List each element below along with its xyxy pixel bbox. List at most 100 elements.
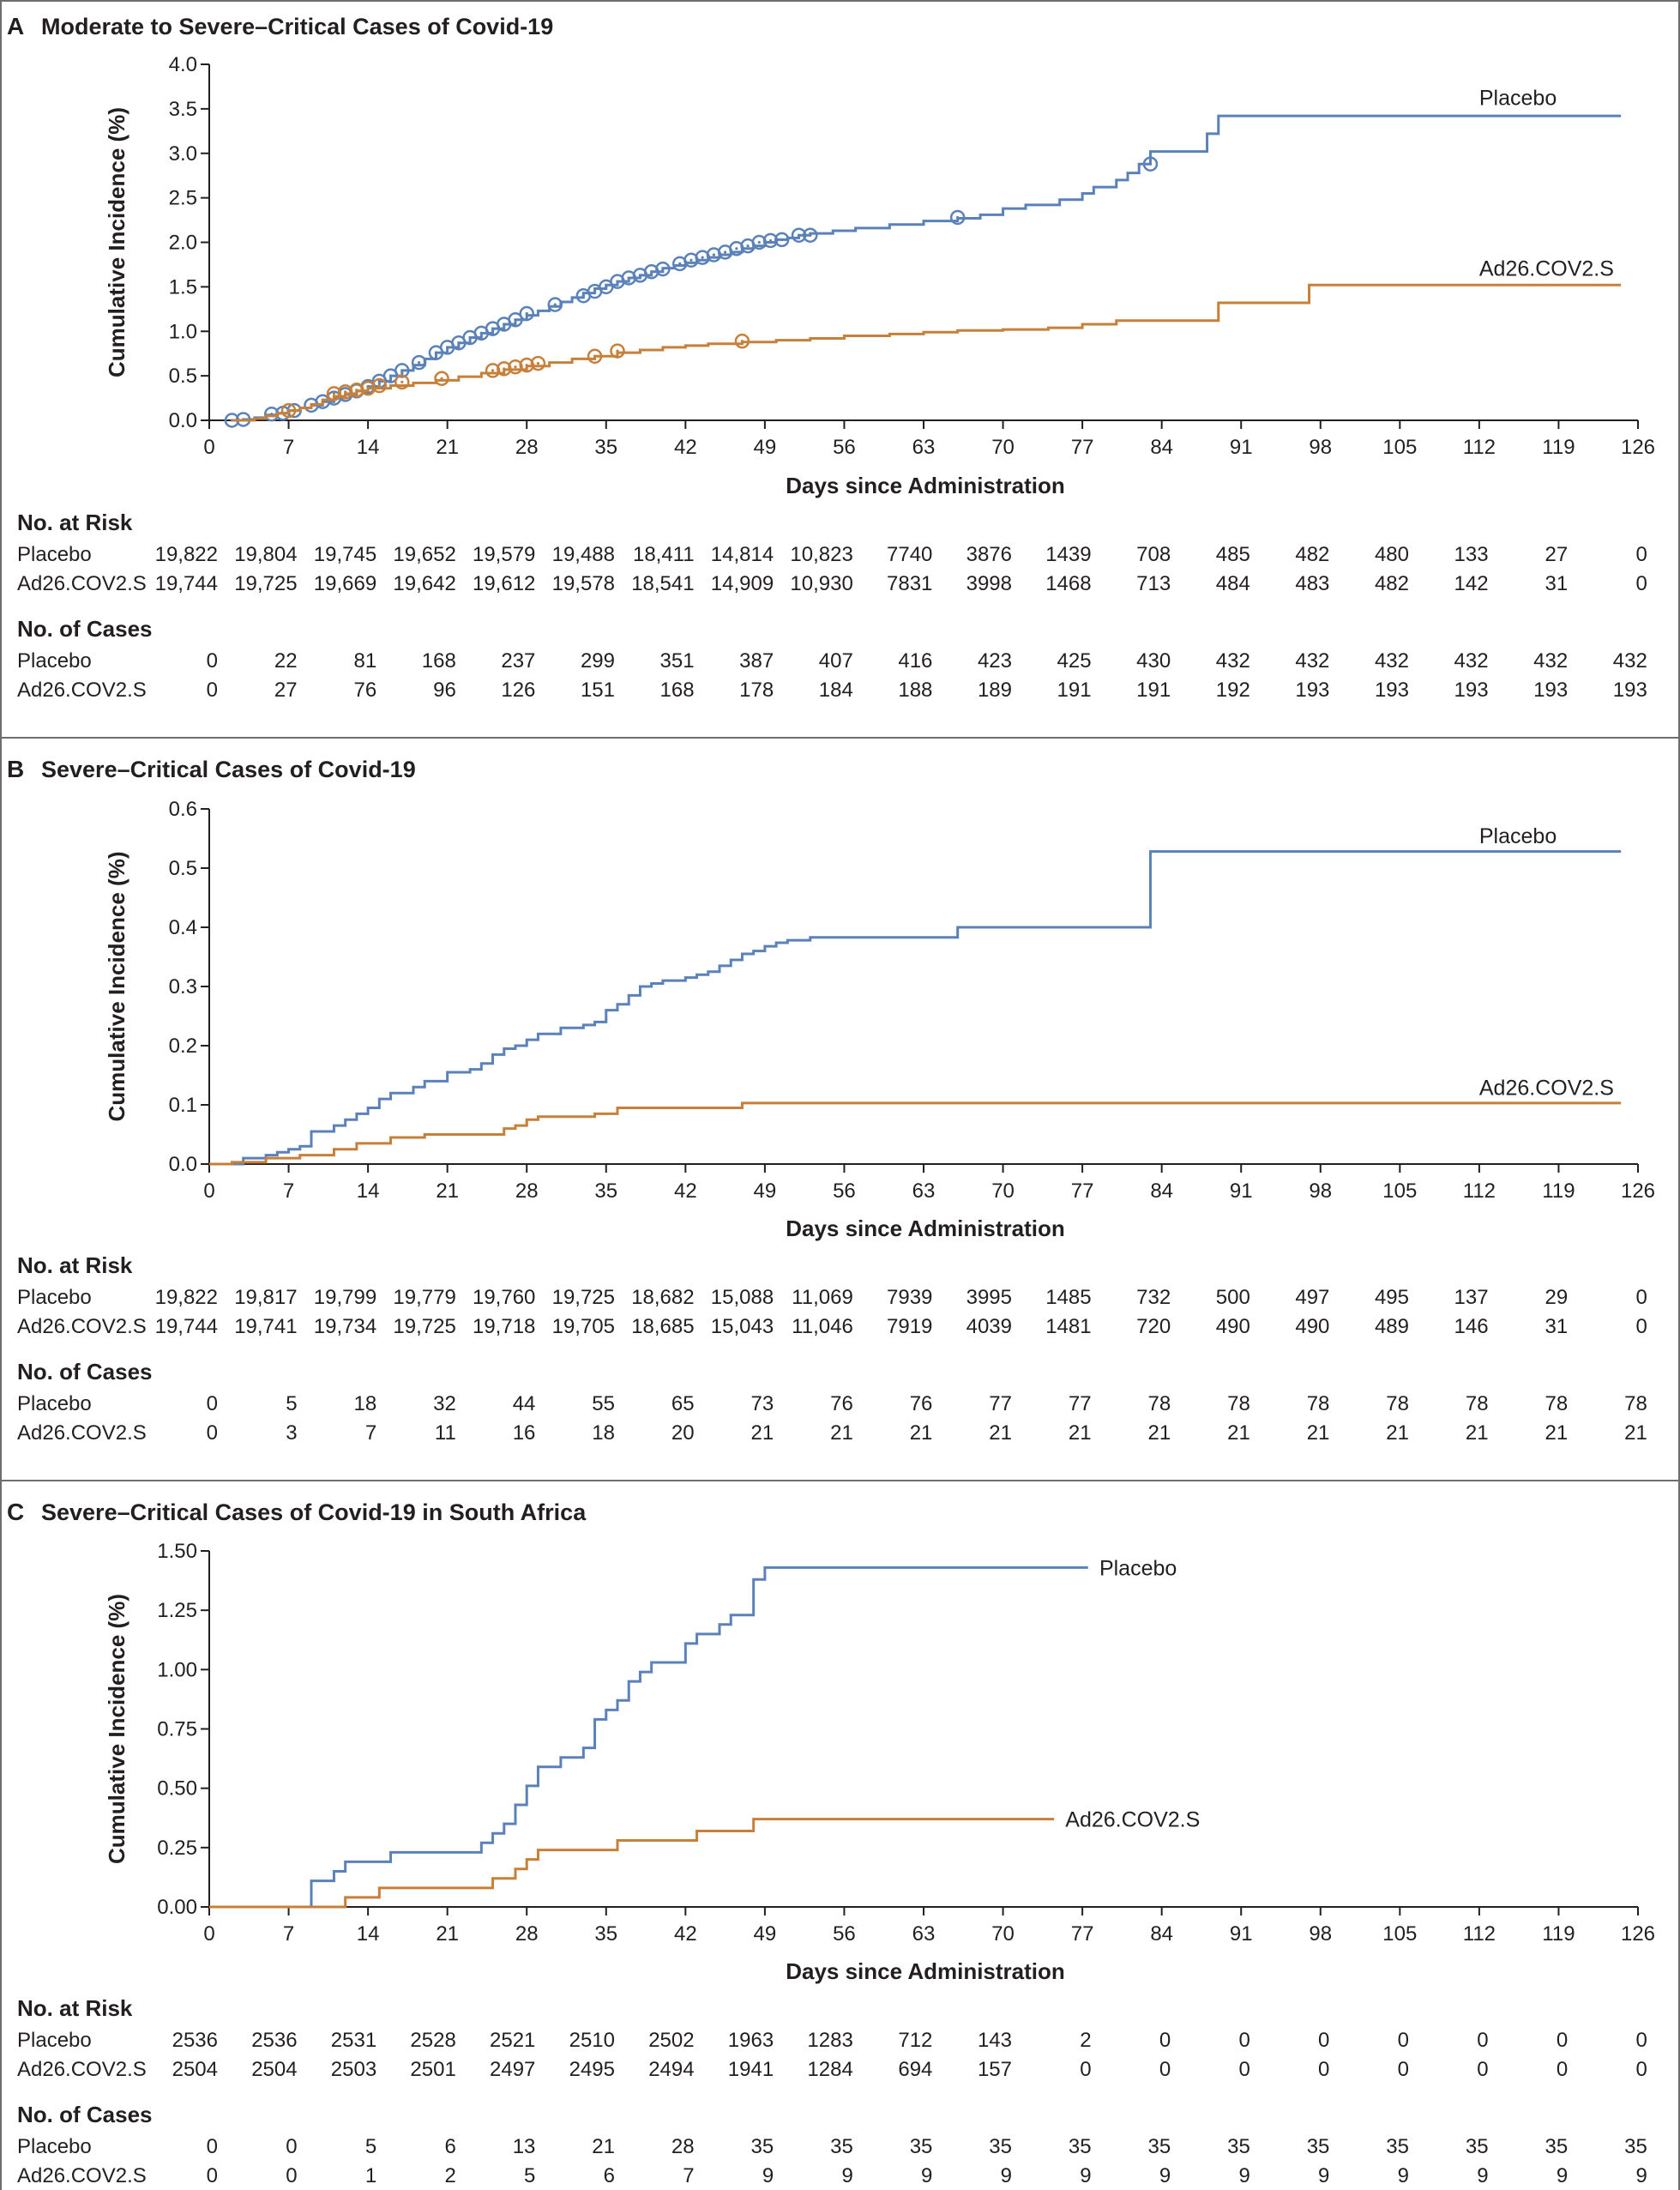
- censor-mark-dot: [701, 256, 704, 259]
- x-tick-label: 63: [912, 1179, 936, 1203]
- cases-placebo-cell: 6: [444, 2135, 455, 2158]
- vaccine-curve: [209, 1818, 1055, 1909]
- censor-mark-dot: [418, 360, 421, 365]
- cases-placebo-cell: 237: [501, 649, 535, 673]
- cases-vaccine-cell: 21: [1624, 1421, 1647, 1445]
- censor-mark-dot: [740, 340, 744, 343]
- cases-vaccine-cell: 9: [1238, 2164, 1249, 2187]
- cases-placebo-cell: 0: [207, 649, 218, 673]
- censor-mark-dot: [344, 390, 347, 394]
- cases-vaccine-cell: 1: [365, 2164, 376, 2187]
- risk-vaccine-cell: 0: [1238, 2058, 1249, 2081]
- cases-vaccine-cell: 193: [1613, 679, 1647, 702]
- risk-vaccine-cell: 490: [1295, 1315, 1329, 1338]
- cases-placebo-cell: 35: [1466, 2135, 1489, 2158]
- risk-row-label-placebo: Placebo: [17, 2029, 92, 2052]
- y-tick-label: 0.25: [157, 1837, 197, 1860]
- cases-placebo-cell: 78: [1545, 1392, 1568, 1415]
- cases-vaccine-cell: 21: [1545, 1421, 1568, 1445]
- censor-mark-dot: [553, 303, 557, 306]
- censor-mark-dot: [689, 258, 693, 262]
- x-tick-label: 28: [515, 1922, 539, 1946]
- risk-placebo-cell: 2531: [331, 2029, 376, 2052]
- cases-vaccine-cell: 9: [1398, 2164, 1409, 2187]
- x-tick-label: 14: [357, 436, 380, 459]
- cases-placebo-cell: 78: [1386, 1392, 1409, 1415]
- risk-vaccine-cell: 31: [1545, 572, 1568, 595]
- x-tick-label: 28: [515, 436, 539, 459]
- risk-vaccine-cell: 2504: [251, 2058, 297, 2081]
- cases-vaccine-cell: 5: [524, 2164, 535, 2187]
- cases-placebo-cell: 78: [1466, 1392, 1489, 1415]
- x-tick-label: 42: [674, 436, 697, 459]
- y-tick-label: 0.2: [169, 1035, 197, 1058]
- x-tick-label: 0: [203, 1179, 214, 1203]
- panel-c: C Severe–Critical Cases of Covid-19 in So…: [7, 1499, 1655, 2187]
- censor-mark: [762, 232, 779, 249]
- censor-mark-dot: [388, 374, 393, 377]
- cases-vaccine-cell: 193: [1375, 679, 1409, 702]
- y-tick-label: 0.0: [169, 409, 197, 432]
- cases-placebo-cell: 387: [739, 649, 774, 673]
- y-tick-label: 3.5: [169, 98, 197, 121]
- censor-mark-dot: [503, 367, 506, 371]
- x-tick-label: 119: [1542, 1179, 1575, 1203]
- risk-placebo-cell: 0: [1635, 1286, 1647, 1309]
- risk-placebo-cell: 15,088: [711, 1286, 774, 1309]
- censor-mark-dot: [797, 233, 801, 237]
- x-tick-label: 105: [1382, 1922, 1417, 1946]
- y-tick-label: 3.0: [169, 142, 197, 166]
- x-tick-label: 49: [754, 436, 777, 459]
- cases-placebo-cell: 425: [1057, 649, 1092, 673]
- cases-vaccine-cell: 168: [660, 679, 695, 702]
- risk-placebo-cell: 712: [898, 2029, 932, 2052]
- panel-title: Moderate to Severe–Critical Cases of Cov…: [41, 14, 553, 39]
- cases-vaccine-cell: 9: [841, 2164, 852, 2187]
- risk-vaccine-cell: 142: [1454, 572, 1489, 595]
- censor-mark-dot: [503, 323, 506, 326]
- cases-placebo-cell: 78: [1624, 1392, 1647, 1415]
- risk-vaccine-cell: 0: [1080, 2058, 1091, 2081]
- censor-mark-dot: [956, 215, 960, 220]
- x-tick-label: 112: [1463, 1179, 1496, 1203]
- x-tick-label: 49: [754, 1922, 777, 1946]
- x-tick-label: 91: [1230, 436, 1253, 459]
- risk-placebo-cell: 2536: [251, 2029, 297, 2052]
- censor-mark-dot: [724, 250, 727, 254]
- y-tick-label: 0.75: [157, 1718, 197, 1741]
- censor-mark: [280, 402, 297, 419]
- y-tick-label: 0.50: [157, 1777, 197, 1801]
- cases-placebo-cell: 35: [1545, 2135, 1568, 2158]
- cases-vaccine-cell: 151: [581, 679, 615, 702]
- risk-placebo-cell: 708: [1136, 543, 1171, 566]
- risk-placebo-cell: 29: [1545, 1286, 1568, 1309]
- y-tick-label: 1.50: [157, 1540, 197, 1563]
- risk-placebo-cell: 19,779: [393, 1286, 455, 1309]
- x-tick-label: 126: [1621, 1922, 1655, 1946]
- censor-mark-dot: [735, 247, 738, 250]
- panel-title: Severe–Critical Cases of Covid-19: [41, 757, 416, 782]
- risk-vaccine-cell: 4039: [966, 1315, 1012, 1338]
- censor-mark-dot: [650, 270, 653, 274]
- cases-row-label-vaccine: Ad26.COV2.S: [17, 679, 147, 702]
- risk-placebo-cell: 27: [1545, 543, 1568, 566]
- censor-mark-dot: [377, 383, 381, 388]
- cases-placebo-cell: 35: [830, 2135, 853, 2158]
- cases-vaccine-cell: 9: [1635, 2164, 1647, 2187]
- cases-placebo-cell: 35: [989, 2135, 1012, 2158]
- censor-mark-dot: [332, 392, 336, 395]
- cases-vaccine-cell: 193: [1295, 679, 1329, 702]
- risk-placebo-cell: 0: [1238, 2029, 1249, 2052]
- cases-vaccine-cell: 9: [1318, 2164, 1329, 2187]
- risk-vaccine-cell: 19,741: [234, 1315, 297, 1338]
- risk-vaccine-cell: 14,909: [711, 572, 774, 595]
- censor-mark-dot: [627, 276, 630, 280]
- cases-row-label-placebo: Placebo: [17, 1392, 92, 1415]
- risk-vaccine-cell: 10,930: [790, 572, 852, 595]
- censor-mark: [485, 363, 501, 378]
- risk-placebo-cell: 7740: [887, 543, 932, 566]
- placebo-curve-label: Placebo: [1099, 1556, 1177, 1580]
- risk-placebo-cell: 14,814: [711, 543, 774, 566]
- cases-vaccine-cell: 9: [1159, 2164, 1171, 2187]
- x-tick-label: 119: [1542, 1922, 1575, 1946]
